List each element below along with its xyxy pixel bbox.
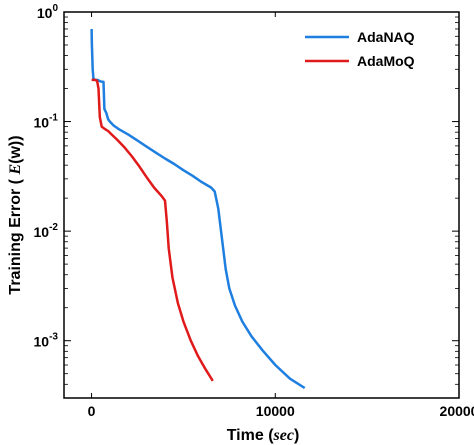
tick-layer: 0 10000 20000 100 10-1 10-2 10-3 <box>34 3 474 419</box>
x-tick-label: 20000 <box>440 403 474 419</box>
y-tick-label: 10-2 <box>34 222 59 240</box>
series-line-adamoq <box>91 78 214 382</box>
plot-area-border <box>63 11 460 399</box>
legend: AdaNAQ AdaMoQ <box>305 29 415 69</box>
y-tick-label: 10-1 <box>34 113 59 131</box>
series-line-adanaq <box>90 28 306 390</box>
x-axis-label: Time (sec) <box>227 427 300 444</box>
y-tick-label: 10-3 <box>34 332 59 350</box>
y-tick-label: 100 <box>37 3 59 21</box>
x-tick-label: 10000 <box>256 403 295 419</box>
y-axis-label: Training Error ( E(w)) <box>7 135 24 294</box>
x-tick-label: 0 <box>88 403 96 419</box>
legend-label-adamoq: AdaMoQ <box>357 53 415 69</box>
series-layer <box>90 28 306 390</box>
legend-label-adanaq: AdaNAQ <box>357 29 415 45</box>
plot-frame <box>63 11 460 399</box>
